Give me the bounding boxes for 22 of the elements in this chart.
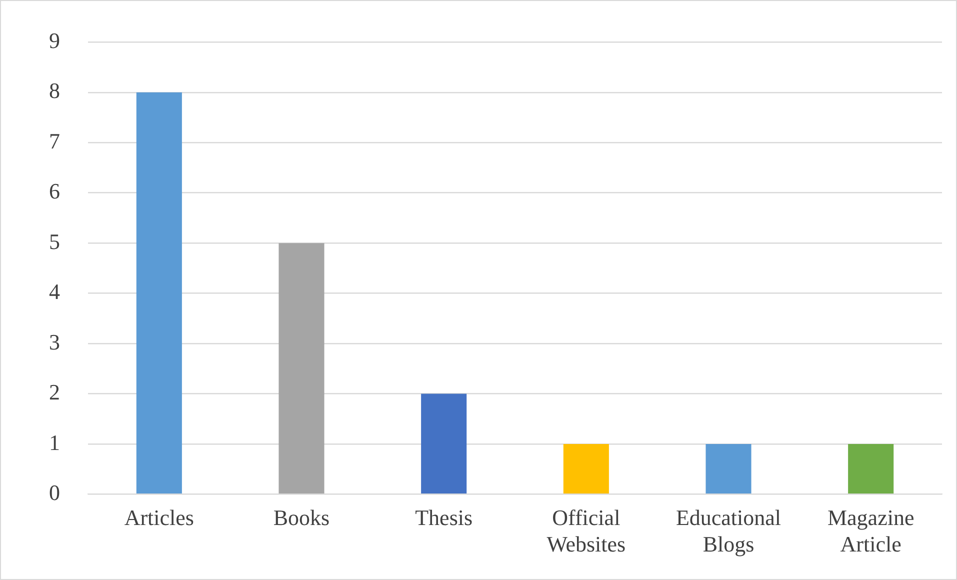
bar	[278, 243, 324, 494]
x-tick-label: Magazine Article	[827, 505, 914, 557]
x-tick-label: Books	[273, 505, 330, 530]
y-tick-label: 4	[49, 279, 60, 304]
x-tick-label: Thesis	[415, 505, 473, 530]
bar	[848, 444, 894, 494]
bar	[421, 394, 467, 494]
y-tick-label: 9	[49, 28, 60, 53]
y-tick-label: 5	[49, 228, 60, 254]
y-tick-label: 7	[49, 128, 60, 154]
x-tick-label: Educational Blogs	[676, 505, 782, 557]
y-tick-label: 2	[49, 380, 60, 405]
bar	[563, 444, 609, 494]
x-tick-label: Official Websites	[546, 505, 626, 557]
x-tick-label: Articles	[124, 505, 194, 530]
y-tick-label: 8	[49, 78, 60, 104]
bar	[136, 92, 182, 494]
y-tick-label: 6	[49, 178, 60, 204]
bar	[706, 444, 752, 494]
y-tick-label: 3	[49, 329, 60, 354]
y-tick-label: 0	[49, 480, 60, 505]
y-tick-label: 1	[49, 430, 60, 455]
